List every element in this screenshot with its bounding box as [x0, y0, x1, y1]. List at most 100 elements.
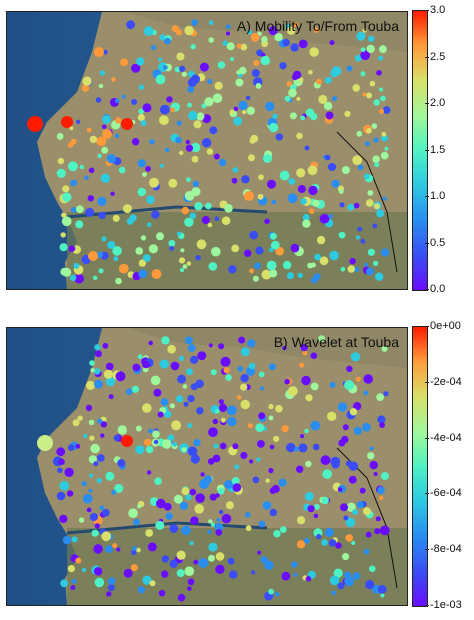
data-point [324, 527, 334, 537]
data-point [138, 269, 148, 279]
data-point [321, 539, 328, 546]
data-point [240, 383, 248, 391]
data-point [340, 503, 348, 512]
data-point [236, 395, 242, 400]
data-point [359, 487, 366, 494]
data-point [90, 443, 100, 454]
data-point [347, 203, 355, 211]
data-point [177, 593, 186, 602]
data-point [101, 236, 107, 242]
data-point [223, 367, 230, 374]
data-point [307, 165, 318, 176]
data-point [194, 504, 204, 514]
data-point [201, 138, 212, 148]
data-point [79, 164, 85, 170]
data-point [269, 232, 277, 240]
data-point [169, 246, 175, 251]
data-point [95, 97, 102, 103]
data-point [138, 259, 147, 267]
data-point [187, 586, 192, 591]
data-point [95, 350, 102, 358]
data-point [224, 480, 233, 489]
data-point [247, 339, 256, 348]
data-point [69, 126, 74, 131]
data-point [380, 151, 389, 160]
data-point [67, 565, 75, 573]
data-point [229, 570, 238, 579]
data-point [365, 580, 375, 590]
data-point [305, 576, 312, 582]
colorbar-tick-label: -4e-04 [425, 431, 462, 444]
data-point [148, 428, 153, 434]
data-point [220, 417, 226, 423]
data-point [103, 49, 108, 55]
data-point [264, 218, 270, 225]
colorbar-tick-label: -8e-04 [425, 543, 462, 556]
data-point [372, 223, 378, 229]
data-point [131, 549, 137, 556]
data-point [342, 424, 349, 431]
data-point [371, 123, 378, 129]
data-point [218, 158, 227, 167]
data-point [208, 519, 213, 524]
data-point [269, 487, 277, 494]
data-point [341, 166, 350, 174]
data-point [190, 44, 196, 50]
data-point [193, 120, 202, 129]
data-point [90, 368, 95, 373]
data-point [94, 577, 105, 588]
data-point [258, 520, 266, 528]
data-point [349, 258, 356, 265]
data-point [169, 559, 178, 568]
data-point [363, 173, 370, 180]
data-point [367, 452, 375, 460]
data-point [329, 40, 335, 46]
data-point [352, 509, 359, 516]
data-point [195, 493, 205, 503]
data-point [338, 231, 346, 239]
data-point [373, 99, 380, 106]
data-point [187, 578, 195, 586]
highlight-point [88, 251, 98, 261]
data-point [351, 541, 356, 545]
data-point [355, 235, 360, 240]
data-point [182, 384, 188, 389]
data-point [102, 509, 110, 517]
data-point [360, 47, 366, 53]
data-point [135, 425, 142, 432]
data-point [151, 269, 162, 279]
data-point [233, 106, 239, 112]
data-point [338, 439, 346, 447]
data-point [114, 483, 124, 493]
data-point [66, 490, 74, 497]
data-point [179, 501, 188, 510]
data-point [106, 591, 112, 597]
highlight-point [102, 129, 112, 139]
data-point [187, 85, 195, 93]
data-point [215, 529, 223, 536]
data-point [100, 421, 108, 428]
data-point [59, 481, 70, 491]
data-point [346, 65, 353, 72]
data-point [232, 483, 242, 492]
data-point [161, 555, 170, 563]
data-point [189, 540, 194, 546]
data-point [215, 493, 220, 498]
data-point [304, 492, 314, 501]
data-point [111, 77, 116, 82]
data-point [162, 439, 172, 449]
data-point [182, 264, 188, 269]
data-point [76, 205, 84, 214]
land-south [67, 528, 407, 605]
data-point [211, 246, 221, 257]
data-point [374, 162, 380, 168]
data-point [126, 20, 135, 30]
data-point [235, 78, 244, 87]
data-point [305, 108, 315, 117]
data-point [352, 155, 363, 166]
data-point [130, 564, 138, 572]
data-point [308, 70, 313, 75]
data-point [337, 487, 343, 492]
data-point [88, 167, 95, 174]
data-point [356, 31, 366, 41]
